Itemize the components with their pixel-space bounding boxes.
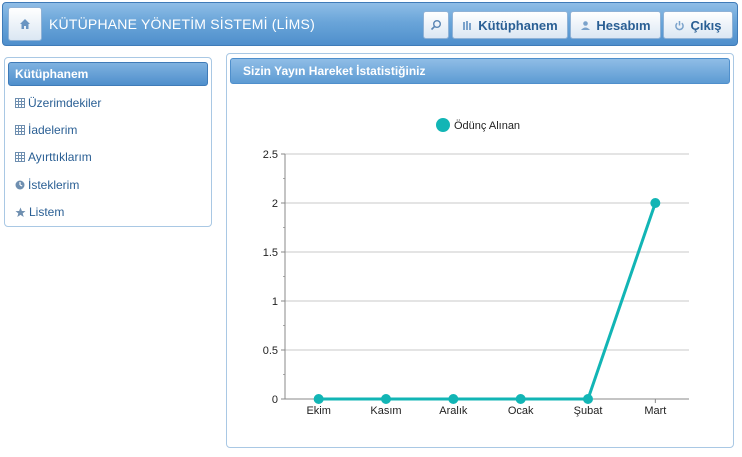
x-tick-label: Aralık: [439, 405, 468, 417]
books-icon: [463, 20, 472, 30]
statistics-panel: Sizin Yayın Hareket İstatistiğiniz 0 0.5 1…: [226, 53, 734, 448]
sidebar-item-list[interactable]: Listem: [15, 203, 64, 221]
x-tick-label: Kasım: [370, 405, 401, 417]
x-tick-label: Ocak: [508, 405, 534, 417]
account-label: Hesabım: [596, 17, 651, 33]
y-tick-label: 1: [272, 296, 278, 308]
sidebar-item-requests[interactable]: İsteklerim: [15, 176, 79, 194]
y-tick-label: 0.5: [263, 345, 278, 357]
home-icon: [20, 19, 30, 29]
sidebar: Kütüphanem Üzerimdekiler İadelerim Ay: [4, 57, 212, 227]
legend-label: Ödünç Alınan: [454, 120, 520, 132]
power-icon: [675, 20, 685, 30]
x-tick-label: Mart: [644, 405, 666, 417]
sidebar-item-label: İadelerim: [28, 123, 78, 137]
table-icon: [15, 98, 25, 108]
sidebar-item-label: Listem: [29, 205, 65, 219]
app-title: KÜTÜPHANE YÖNETİM SİSTEMİ (LİMS): [49, 16, 315, 32]
data-point: [313, 394, 324, 404]
account-button[interactable]: Hesabım: [570, 11, 661, 39]
sidebar-title: Kütüphanem: [8, 62, 208, 86]
sidebar-item-checked-out[interactable]: Üzerimdekiler: [15, 94, 101, 112]
data-point: [515, 394, 526, 404]
data-point: [448, 394, 459, 404]
y-tick-label: 1.5: [263, 247, 278, 259]
clock-icon: [15, 180, 25, 190]
sidebar-item-label: Ayırttıklarım: [28, 150, 92, 164]
series-line: [318, 202, 657, 401]
sidebar-item-reservations[interactable]: Ayırttıklarım: [15, 148, 92, 166]
y-tick-label: 2: [272, 198, 278, 210]
user-icon: [581, 20, 591, 30]
y-tick-label: 2.5: [263, 149, 278, 161]
y-tick-label: 0: [272, 394, 278, 406]
search-icon: [430, 20, 441, 31]
data-point: [650, 198, 661, 208]
search-button[interactable]: [423, 11, 449, 39]
x-tick-label: Şubat: [574, 405, 603, 417]
my-library-button[interactable]: Kütüphanem: [452, 11, 568, 39]
home-button[interactable]: [8, 7, 42, 41]
table-icon: [15, 125, 25, 135]
logout-label: Çıkış: [690, 17, 722, 33]
logout-button[interactable]: Çıkış: [663, 11, 733, 39]
top-header: KÜTÜPHANE YÖNETİM SİSTEMİ (LİMS) Kütüpha…: [2, 2, 738, 46]
sidebar-item-label: İsteklerim: [28, 178, 80, 192]
statistics-chart: 0 0.5 1 1.5 2 2.5 Ekim Kasım Aralık Ocak Şubat Mart…: [263, 118, 689, 417]
table-icon: [15, 152, 25, 162]
sidebar-item-label: Üzerimdekiler: [28, 96, 102, 110]
x-tick-label: Ekim: [306, 405, 330, 417]
my-library-label: Kütüphanem: [478, 17, 558, 33]
data-point: [381, 394, 391, 404]
legend-marker: [436, 118, 450, 132]
data-point: [583, 394, 593, 404]
panel-title: Sizin Yayın Hareket İstatistiğiniz: [230, 58, 730, 84]
star-icon: [15, 207, 26, 217]
sidebar-item-returns[interactable]: İadelerim: [15, 121, 77, 139]
